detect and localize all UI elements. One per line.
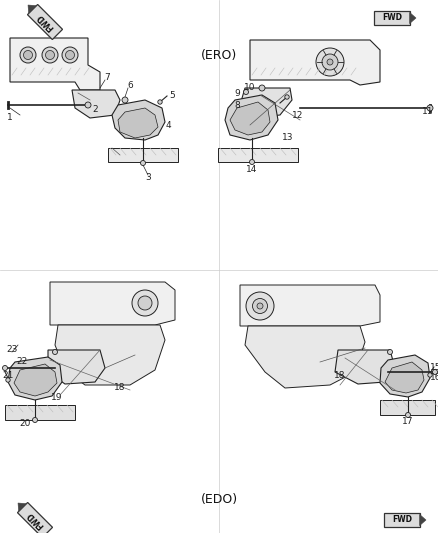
Polygon shape — [225, 95, 278, 140]
Circle shape — [316, 48, 344, 76]
Polygon shape — [380, 355, 430, 397]
Circle shape — [46, 51, 54, 60]
Text: 1: 1 — [7, 114, 13, 123]
Polygon shape — [240, 285, 380, 326]
Text: 4: 4 — [165, 120, 171, 130]
Circle shape — [244, 90, 248, 94]
Polygon shape — [10, 38, 100, 90]
Circle shape — [388, 350, 392, 354]
Polygon shape — [374, 11, 410, 25]
Circle shape — [327, 59, 333, 65]
Text: 8: 8 — [234, 101, 240, 109]
Text: 7: 7 — [104, 74, 110, 83]
Text: 12: 12 — [292, 110, 304, 119]
Text: 23: 23 — [6, 345, 18, 354]
Polygon shape — [28, 4, 63, 39]
Circle shape — [427, 105, 433, 111]
Circle shape — [20, 47, 36, 63]
Circle shape — [3, 366, 7, 370]
Polygon shape — [112, 100, 165, 140]
Polygon shape — [250, 40, 380, 85]
Text: 9: 9 — [234, 88, 240, 98]
Polygon shape — [48, 350, 105, 384]
Text: 17: 17 — [402, 417, 414, 426]
Polygon shape — [50, 282, 175, 325]
Polygon shape — [72, 90, 120, 118]
Circle shape — [257, 303, 263, 309]
Text: FWD: FWD — [382, 13, 402, 22]
Text: 2: 2 — [92, 106, 98, 115]
Circle shape — [250, 159, 254, 165]
Polygon shape — [218, 148, 298, 162]
Polygon shape — [14, 364, 57, 396]
Circle shape — [62, 47, 78, 63]
Circle shape — [406, 413, 410, 417]
Text: 3: 3 — [145, 174, 151, 182]
Polygon shape — [245, 326, 365, 388]
Polygon shape — [118, 108, 158, 138]
Polygon shape — [5, 405, 75, 420]
Circle shape — [252, 298, 268, 313]
Text: 5: 5 — [169, 91, 175, 100]
Polygon shape — [240, 88, 292, 118]
Polygon shape — [410, 12, 416, 23]
Text: 13: 13 — [282, 133, 294, 142]
Circle shape — [246, 292, 274, 320]
Polygon shape — [230, 102, 270, 135]
Text: (ERO): (ERO) — [201, 49, 237, 61]
Text: 10: 10 — [244, 84, 256, 93]
Circle shape — [132, 290, 158, 316]
Text: 18: 18 — [334, 370, 346, 379]
Circle shape — [66, 51, 74, 60]
Polygon shape — [380, 400, 435, 415]
Text: 19: 19 — [51, 393, 63, 402]
Circle shape — [141, 160, 145, 166]
Polygon shape — [18, 503, 53, 533]
Polygon shape — [28, 5, 36, 13]
Text: 22: 22 — [16, 358, 28, 367]
Text: 11: 11 — [422, 108, 434, 117]
Circle shape — [24, 51, 32, 60]
Polygon shape — [18, 503, 27, 512]
Text: 6: 6 — [127, 80, 133, 90]
Polygon shape — [335, 350, 395, 384]
Circle shape — [122, 97, 128, 103]
Text: 16: 16 — [430, 374, 438, 383]
Polygon shape — [8, 357, 62, 400]
Circle shape — [32, 417, 38, 423]
Polygon shape — [385, 362, 424, 393]
Text: (EDO): (EDO) — [201, 494, 237, 506]
Circle shape — [285, 95, 289, 99]
Text: FWD: FWD — [392, 515, 412, 524]
Text: 20: 20 — [19, 418, 31, 427]
Text: FWD: FWD — [25, 510, 45, 530]
Circle shape — [85, 102, 91, 108]
Text: 15: 15 — [430, 364, 438, 373]
Text: 21: 21 — [2, 370, 14, 379]
Text: FWD: FWD — [35, 12, 55, 33]
Circle shape — [6, 378, 10, 382]
Polygon shape — [55, 325, 165, 385]
Circle shape — [158, 100, 162, 104]
Circle shape — [428, 373, 432, 377]
Polygon shape — [108, 148, 178, 162]
Circle shape — [322, 54, 338, 70]
Text: 14: 14 — [246, 166, 258, 174]
Polygon shape — [385, 513, 420, 527]
Circle shape — [138, 296, 152, 310]
Polygon shape — [420, 514, 426, 526]
Text: 18: 18 — [114, 384, 126, 392]
Circle shape — [53, 350, 57, 354]
Circle shape — [42, 47, 58, 63]
Circle shape — [432, 369, 438, 375]
Circle shape — [259, 85, 265, 91]
